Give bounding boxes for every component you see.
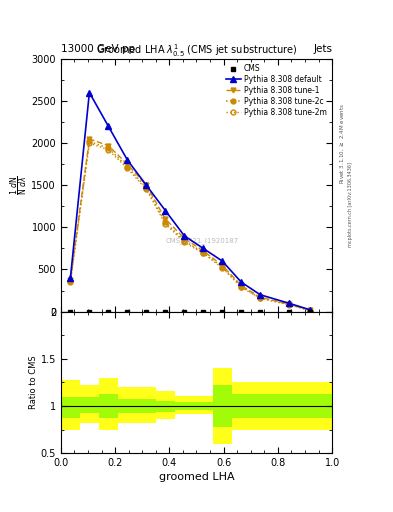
Pythia 8.308 tune-1 (220, 262, 225, 268)
CMS (258, 309, 263, 315)
Pythia 8.308 tune-2c (182, 238, 187, 244)
CMS (220, 309, 225, 315)
Pythia 8.308 tune-1 (125, 161, 130, 167)
Pythia 8.308 tune-2m (163, 221, 168, 227)
Pythia 8.308 tune-2m (125, 165, 130, 172)
Pythia 8.308 tune-1 (258, 294, 263, 301)
Pythia 8.308 tune-2m (201, 250, 206, 257)
Pythia 8.308 tune-2c (286, 302, 291, 308)
Pythia 8.308 tune-2c (163, 219, 168, 225)
Pythia 8.308 default (182, 233, 187, 239)
CMS (239, 309, 244, 315)
Pythia 8.308 default (87, 90, 92, 96)
Pythia 8.308 tune-1 (201, 248, 206, 254)
Pythia 8.308 tune-1 (68, 276, 73, 283)
Pythia 8.308 default (68, 275, 73, 281)
Pythia 8.308 tune-2c (258, 295, 263, 301)
Text: Rivet 3.1.10, $\geq$ 2.4M events: Rivet 3.1.10, $\geq$ 2.4M events (339, 103, 346, 184)
Pythia 8.308 tune-2m (87, 140, 92, 146)
Pythia 8.308 tune-2c (220, 264, 225, 270)
Line: Pythia 8.308 tune-1: Pythia 8.308 tune-1 (68, 137, 313, 313)
Pythia 8.308 tune-2c (68, 278, 73, 284)
CMS (308, 309, 313, 315)
Pythia 8.308 default (163, 207, 168, 214)
CMS (286, 309, 291, 315)
Pythia 8.308 default (286, 300, 291, 306)
Y-axis label: Ratio to CMS: Ratio to CMS (29, 355, 38, 409)
Pythia 8.308 tune-2m (182, 239, 187, 245)
X-axis label: groomed LHA: groomed LHA (159, 472, 234, 482)
Pythia 8.308 tune-2m (106, 147, 111, 153)
Pythia 8.308 tune-1 (308, 307, 313, 313)
Pythia 8.308 tune-1 (239, 283, 244, 289)
Pythia 8.308 tune-2c (239, 284, 244, 290)
Pythia 8.308 tune-2c (308, 308, 313, 314)
Pythia 8.308 tune-2c (201, 249, 206, 255)
Pythia 8.308 tune-1 (144, 182, 149, 188)
CMS (163, 309, 168, 315)
Pythia 8.308 default (258, 292, 263, 298)
CMS (87, 309, 92, 315)
Pythia 8.308 tune-1 (286, 301, 291, 307)
Pythia 8.308 default (144, 182, 149, 188)
Pythia 8.308 tune-1 (182, 235, 187, 241)
Pythia 8.308 default (220, 258, 225, 264)
Pythia 8.308 tune-2m (220, 265, 225, 271)
Line: Pythia 8.308 default: Pythia 8.308 default (67, 90, 314, 313)
Pythia 8.308 tune-2c (144, 185, 149, 191)
Line: Pythia 8.308 tune-2c: Pythia 8.308 tune-2c (68, 139, 313, 313)
Pythia 8.308 tune-2m (239, 284, 244, 290)
Pythia 8.308 default (308, 307, 313, 313)
Pythia 8.308 tune-2m (258, 295, 263, 302)
Line: Pythia 8.308 tune-2m: Pythia 8.308 tune-2m (68, 141, 313, 313)
CMS (201, 309, 206, 315)
Legend: CMS, Pythia 8.308 default, Pythia 8.308 tune-1, Pythia 8.308 tune-2c, Pythia 8.3: CMS, Pythia 8.308 default, Pythia 8.308 … (224, 62, 328, 118)
Pythia 8.308 default (239, 279, 244, 285)
Pythia 8.308 default (201, 245, 206, 251)
CMS (68, 309, 73, 315)
Line: CMS: CMS (68, 310, 312, 314)
CMS (182, 309, 187, 315)
Text: Jets: Jets (313, 44, 332, 54)
Pythia 8.308 tune-1 (87, 136, 92, 142)
Text: mcplots.cern.ch [arXiv:1306.3436]: mcplots.cern.ch [arXiv:1306.3436] (348, 162, 353, 247)
Pythia 8.308 tune-2c (106, 145, 111, 151)
CMS (125, 309, 130, 315)
Pythia 8.308 tune-1 (106, 142, 111, 148)
Pythia 8.308 tune-2m (286, 302, 291, 308)
CMS (106, 309, 111, 315)
Pythia 8.308 default (106, 123, 111, 130)
Pythia 8.308 tune-2m (144, 186, 149, 193)
Pythia 8.308 tune-2m (308, 308, 313, 314)
Pythia 8.308 tune-2c (125, 164, 130, 170)
Pythia 8.308 tune-2c (87, 138, 92, 144)
Pythia 8.308 tune-1 (163, 216, 168, 222)
Pythia 8.308 default (125, 157, 130, 163)
Text: 13000 GeV pp: 13000 GeV pp (61, 44, 135, 54)
Title: Groomed LHA $\lambda^{1}_{0.5}$ (CMS jet substructure): Groomed LHA $\lambda^{1}_{0.5}$ (CMS jet… (96, 42, 297, 59)
Text: CMS_2021_I1920187: CMS_2021_I1920187 (165, 238, 239, 244)
Y-axis label: $\frac{1}{\mathrm{N}}\frac{d\mathrm{N}}{d\lambda}$: $\frac{1}{\mathrm{N}}\frac{d\mathrm{N}}{… (8, 175, 30, 195)
Pythia 8.308 tune-2m (68, 279, 73, 285)
CMS (144, 309, 149, 315)
